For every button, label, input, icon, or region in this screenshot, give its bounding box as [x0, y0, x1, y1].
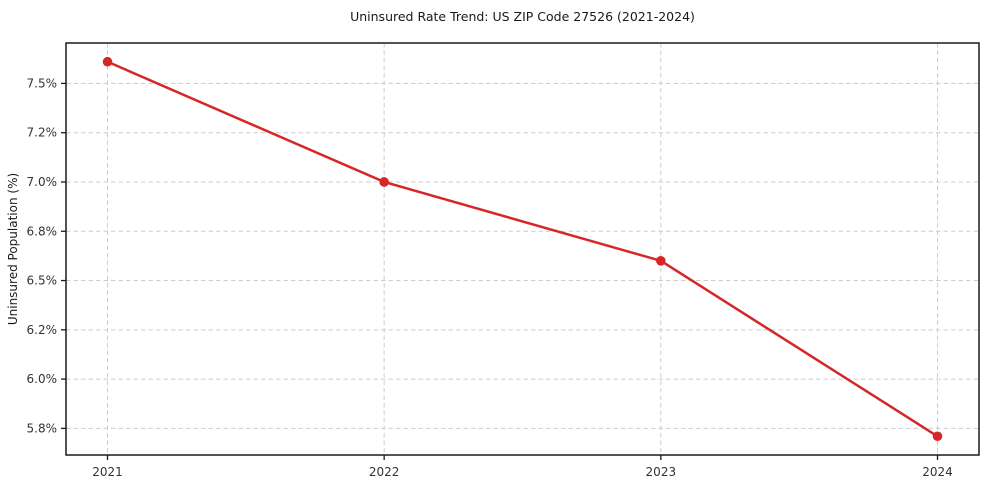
y-tick-label: 6.8%	[27, 224, 58, 238]
y-axis-label: Uninsured Population (%)	[6, 172, 20, 326]
y-tick-label: 7.5%	[27, 76, 58, 90]
y-tick-label: 5.8%	[27, 421, 58, 435]
chart-title: Uninsured Rate Trend: US ZIP Code 27526 …	[350, 9, 695, 24]
y-tick-label: 6.5%	[27, 274, 58, 288]
axes-frame	[65, 42, 980, 456]
data-point	[379, 177, 389, 187]
y-tick-label: 7.0%	[27, 175, 58, 189]
y-tick-label: 6.2%	[27, 323, 58, 337]
data-point	[656, 256, 666, 266]
trend-line	[106, 60, 939, 438]
x-tick-label: 2022	[369, 465, 400, 479]
x-tick-label: 2021	[92, 465, 123, 479]
x-tick-label: 2024	[922, 465, 953, 479]
data-point	[102, 56, 113, 67]
y-tick-label: 6.0%	[27, 372, 58, 386]
y-tick-label: 7.2%	[27, 126, 58, 140]
x-tick-label: 2023	[646, 465, 677, 479]
data-point	[932, 431, 943, 442]
